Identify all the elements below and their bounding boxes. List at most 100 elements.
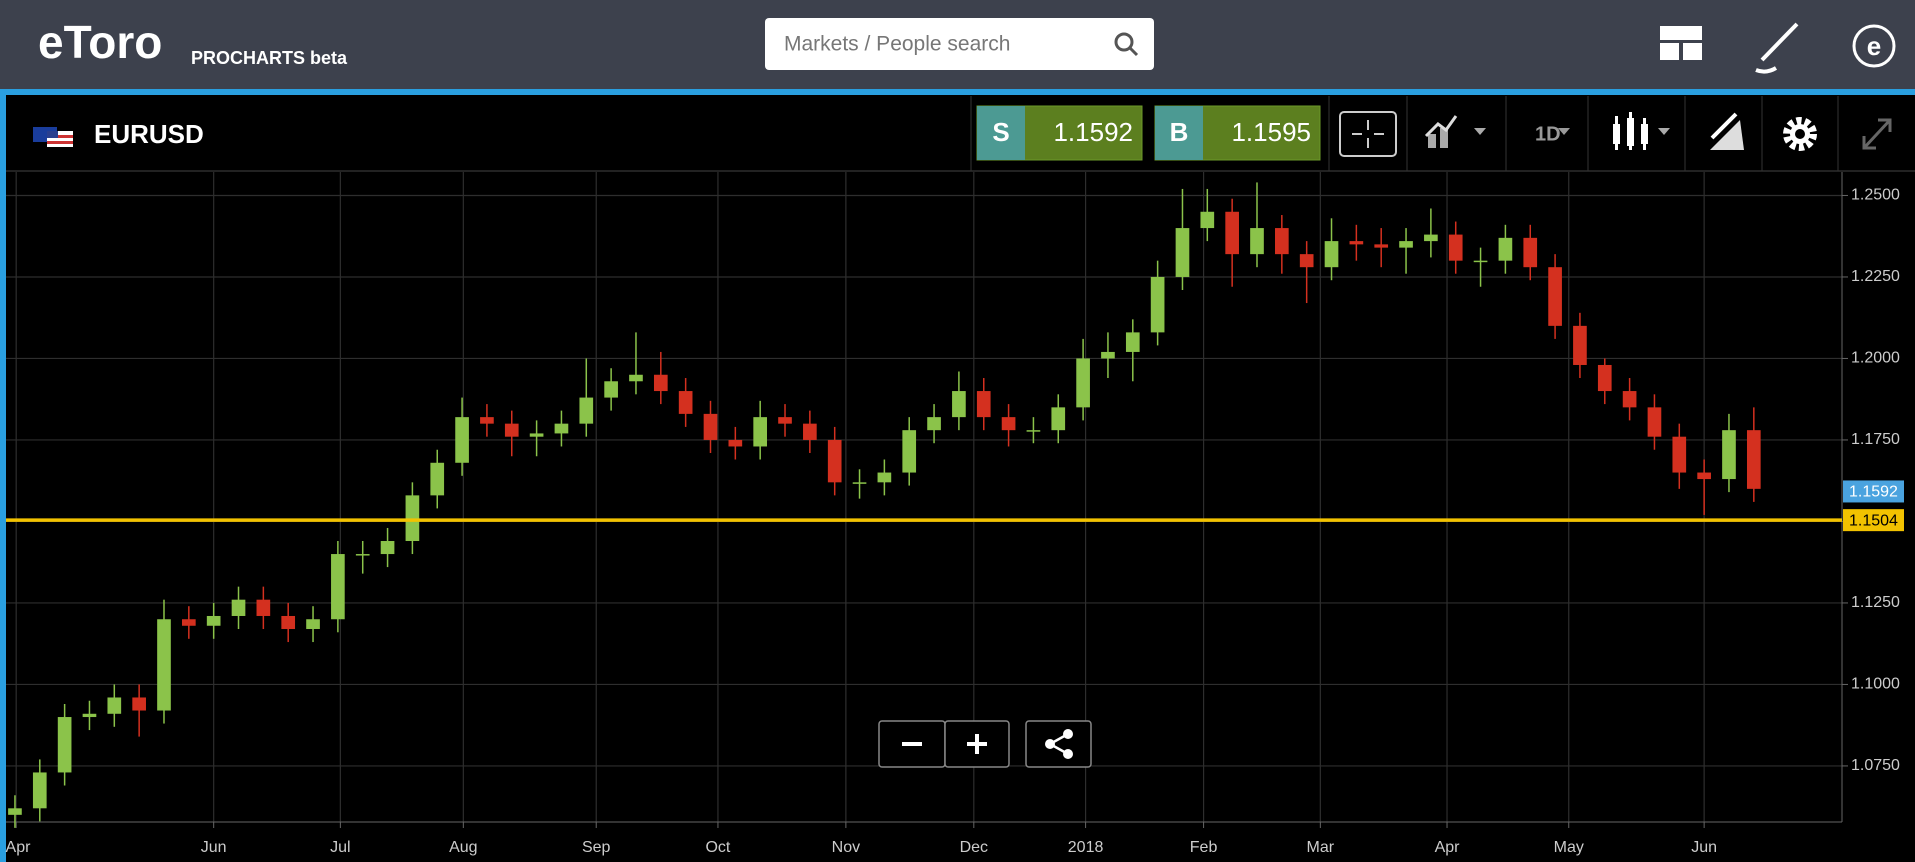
candle-body [132, 697, 146, 711]
fullscreen-button[interactable] [1862, 118, 1892, 150]
x-tick-label: Feb [1190, 839, 1218, 856]
candle-body [1399, 241, 1413, 248]
y-tick-label: 1.1750 [1851, 431, 1900, 448]
candle-body [827, 439, 842, 483]
buy-button[interactable] [1154, 105, 1321, 161]
zoom-in-button[interactable] [944, 720, 1010, 768]
zoom-out-button[interactable] [878, 720, 946, 768]
x-tick-label: 2018 [1068, 839, 1104, 856]
drawing-button[interactable] [1710, 112, 1744, 150]
candle-body [554, 423, 569, 434]
candle-body [181, 619, 196, 626]
plot-area: 1.07501.10001.12501.15001.17501.20001.22… [6, 172, 1904, 856]
chart-type-button[interactable] [1613, 112, 1670, 150]
candle-body [57, 717, 72, 773]
candle-body [1275, 228, 1289, 255]
candle-body [1647, 407, 1662, 437]
candle-body [32, 772, 47, 809]
candle-body [1076, 358, 1090, 408]
candle-body [728, 439, 743, 447]
candle-body [107, 697, 122, 714]
svg-text:e: e [1867, 31, 1881, 61]
left-accent [0, 95, 6, 862]
candle-body [1473, 260, 1488, 263]
current-price-label: 1.1592 [1849, 484, 1898, 501]
y-tick-label: 1.2000 [1851, 350, 1900, 367]
crosshair-button[interactable] [1339, 111, 1397, 157]
x-tick-label: Apr [1435, 839, 1461, 856]
candle-body [753, 417, 768, 447]
candle-body [430, 462, 445, 496]
y-tick-label: 1.1000 [1851, 676, 1900, 693]
candle-body [1250, 228, 1264, 255]
candle-body [1697, 472, 1711, 480]
product-name: PROCHARTS beta [191, 48, 348, 68]
candle-body [1324, 241, 1339, 268]
current-price-tag [1843, 480, 1904, 503]
logo[interactable]: eToro [38, 16, 162, 68]
instrument-name: EURUSD [94, 119, 204, 149]
candle-body [206, 615, 221, 626]
sell-button[interactable] [976, 105, 1143, 161]
buy-price: 1.1595 [1231, 117, 1311, 147]
x-tick-label: Aug [449, 839, 477, 856]
candle-body [1200, 211, 1215, 229]
share-button[interactable] [1025, 720, 1092, 768]
x-tick-label: May [1554, 839, 1584, 856]
edit-icon[interactable] [1755, 22, 1799, 74]
search-icon[interactable] [1114, 32, 1139, 57]
candle-body [1125, 332, 1140, 352]
search-placeholder: Markets / People search [784, 33, 1010, 56]
candle-body [604, 381, 618, 398]
candle-body [1175, 228, 1190, 277]
candle-body [877, 472, 892, 483]
x-tick-label: Jun [201, 839, 227, 856]
candle-body [1051, 407, 1066, 431]
candle-body [1349, 241, 1364, 245]
candle-body [504, 423, 519, 437]
candle-body [852, 482, 867, 484]
candle-body [231, 599, 246, 616]
candle-body [281, 615, 296, 630]
candle-body [976, 391, 991, 418]
candle-body [1746, 430, 1761, 489]
flag-icon [33, 127, 73, 147]
candle-body [1424, 234, 1438, 242]
layout-icon[interactable] [1660, 26, 1702, 60]
candle-body [1573, 325, 1587, 365]
x-tick-label: Jun [1691, 839, 1717, 856]
candle-body [1722, 430, 1736, 480]
candle-body [380, 541, 395, 555]
candle-body [529, 433, 544, 437]
candle-body [803, 423, 817, 440]
candle-body [157, 619, 171, 711]
candle-body [355, 554, 370, 556]
buy-label: B [1170, 117, 1189, 147]
sell-label: S [992, 117, 1009, 147]
candle-body [1597, 364, 1612, 392]
x-tick-label: Jul [330, 839, 350, 856]
candle-body [405, 495, 420, 542]
search-box[interactable] [765, 18, 1154, 70]
interval-label[interactable]: 1D [1535, 123, 1561, 145]
candle-body [653, 374, 668, 392]
x-tick-label: Nov [832, 839, 860, 856]
y-tick-label: 1.1250 [1851, 594, 1900, 611]
x-tick-label: Apr [6, 839, 32, 856]
header-accent [0, 89, 1915, 95]
profile-icon[interactable]: e [1852, 24, 1896, 68]
settings-button[interactable] [1783, 117, 1817, 151]
candle-body [1150, 276, 1165, 333]
indicators-button[interactable] [1424, 115, 1486, 148]
candle-body [82, 713, 97, 718]
candle-body [1299, 254, 1314, 268]
candle-body [1001, 417, 1016, 431]
candle-body [902, 430, 917, 473]
candle-body [703, 413, 718, 440]
x-tick-label: Dec [960, 839, 988, 856]
candle-body [629, 374, 643, 382]
interval-caret [1558, 128, 1570, 135]
candle-body [256, 599, 271, 616]
